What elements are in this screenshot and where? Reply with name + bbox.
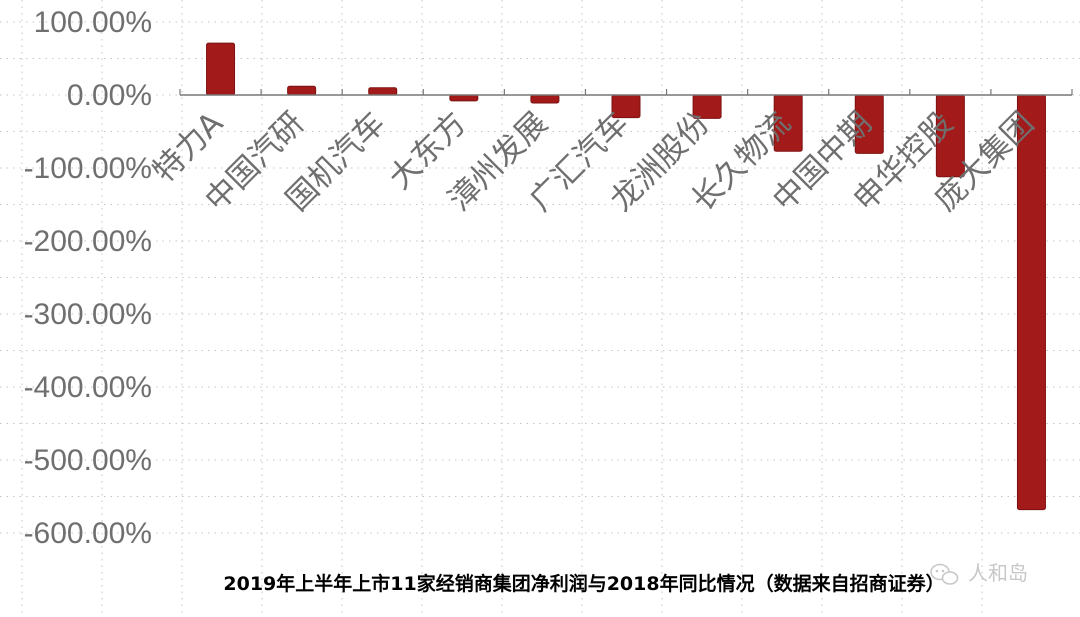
x-axis [179,89,1073,96]
bar [206,42,236,96]
y-tick-label: -400.00% [24,371,152,404]
bar [530,94,560,104]
y-tick-label: -100.00% [24,152,152,185]
bar [368,87,398,96]
bars [206,42,1046,511]
chart-title: 2019年上半年上市11家经销商集团净利润与2018年同比情况（数据来自招商证券… [223,572,944,595]
wechat-icon [930,563,959,585]
watermark: 人和岛 [930,561,1028,585]
bar [287,85,317,96]
y-tick-label: 100.00% [34,6,152,39]
y-tick-label: 0.00% [67,79,152,112]
y-axis-tick-labels: 100.00% 0.00% -100.00% -200.00% -300.00% -400… [24,6,152,550]
y-tick-label: -500.00% [24,444,152,477]
category-labels: 特力A中国汽研国机汽车大东方漳州发展广汇汽车龙洲股份长久物流中国中期申华控股庞大… [146,105,1041,218]
bar [449,94,479,102]
y-tick-label: -200.00% [24,225,152,258]
y-tick-label: -300.00% [24,298,152,331]
watermark-text: 人和岛 [968,561,1028,585]
y-tick-label: -600.00% [24,517,152,550]
bar [1016,94,1046,511]
